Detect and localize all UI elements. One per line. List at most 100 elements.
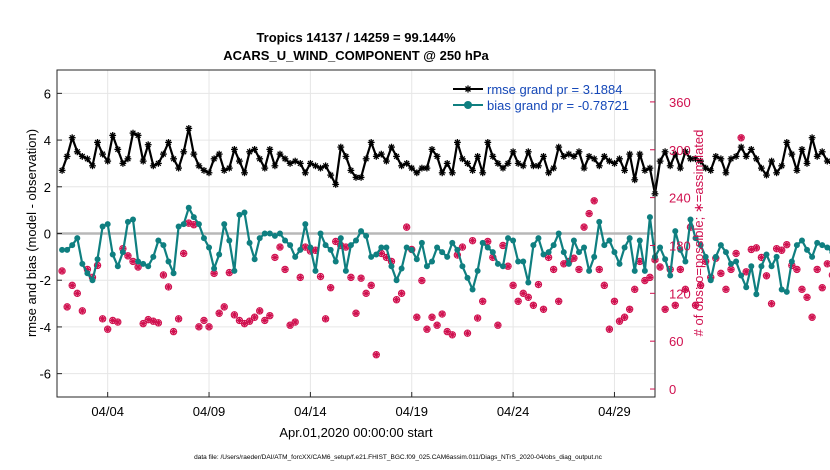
- rmse-point-stroke: [647, 165, 653, 171]
- rmse-point: [616, 155, 623, 163]
- obs-assimilated-point: [824, 260, 830, 267]
- obs-assimilated-point: [449, 331, 456, 338]
- bias-point: [768, 263, 775, 270]
- rmse-point-stroke: [778, 162, 785, 169]
- rmse-point-stroke: [702, 165, 709, 171]
- rmse-point: [210, 155, 218, 163]
- obs-assimilated-point-stroke: [662, 306, 668, 312]
- obs-assimilated-point-stroke: [500, 242, 506, 249]
- obs-assimilated-point: [190, 221, 197, 228]
- obs-assimilated-point-stroke: [246, 318, 253, 324]
- rmse-point-stroke: [282, 155, 288, 162]
- rmse-point-stroke: [185, 125, 192, 132]
- rmse-point-stroke: [631, 176, 638, 183]
- obs-assimilated-point-stroke: [626, 306, 633, 312]
- obs-assimilated-point-stroke: [510, 282, 516, 289]
- rmse-point: [58, 167, 66, 174]
- bias-point: [170, 270, 177, 277]
- rmse-point: [114, 146, 122, 153]
- rmse-point: [73, 148, 81, 156]
- obs-assimilated-point: [814, 266, 821, 273]
- rmse-point-stroke: [728, 155, 734, 162]
- rmse-point: [763, 171, 770, 179]
- rmse-point: [783, 139, 791, 146]
- rmse-point: [464, 160, 471, 167]
- rmse-point-stroke: [505, 160, 511, 167]
- legend: rmse grand pr = 3.1884 bias grand pr = -…: [453, 82, 629, 113]
- rmse-point-stroke: [657, 158, 663, 164]
- rmse-point: [99, 150, 106, 158]
- rmse-point-stroke: [672, 151, 679, 157]
- rmse-point: [377, 150, 385, 158]
- bias-point: [276, 230, 283, 237]
- x-tick-label: 04/29: [598, 404, 631, 419]
- rmse-point-stroke: [692, 155, 699, 162]
- obs-assimilated-point: [231, 311, 238, 319]
- bias-point: [748, 263, 755, 270]
- obs-assimilated-point: [444, 328, 451, 335]
- rmse-point-stroke: [403, 160, 410, 167]
- rmse-point: [697, 157, 704, 165]
- rmse-point-stroke: [135, 132, 141, 139]
- rmse-point: [707, 167, 715, 174]
- obs-assimilated-point: [378, 250, 385, 257]
- obs-assimilated-point: [464, 330, 471, 337]
- obs-assimilated-point: [697, 282, 704, 289]
- obs-assimilated-point-stroke: [292, 319, 298, 325]
- rmse-point-stroke: [378, 151, 385, 157]
- rmse-point: [403, 160, 411, 167]
- obs-assimilated-point: [271, 254, 279, 261]
- obs-assimilated-point: [74, 290, 81, 297]
- bias-point: [621, 244, 628, 251]
- rmse-point-stroke: [408, 165, 415, 171]
- obs-assimilated-point: [661, 306, 669, 313]
- x-axis-label: Apr.01,2020 00:00:00 start: [279, 425, 433, 440]
- rmse-point: [175, 164, 182, 172]
- bias-point: [738, 272, 745, 279]
- obs-assimilated-point-stroke: [398, 290, 405, 297]
- obs-assimilated-point-stroke: [778, 247, 785, 253]
- rmse-point: [565, 150, 573, 158]
- obs-assimilated-point: [322, 315, 329, 322]
- bias-point: [79, 260, 86, 267]
- obs-assimilated-point-stroke: [672, 302, 678, 308]
- obs-assimilated-point: [368, 282, 375, 289]
- rmse-point: [454, 139, 461, 146]
- obs-assimilated-point-stroke: [312, 247, 319, 253]
- rmse-point: [560, 153, 568, 160]
- bias-point: [185, 204, 192, 211]
- obs-assimilated-point-stroke: [697, 282, 704, 289]
- rmse-point: [383, 157, 390, 165]
- chart-title-line2: ACARS_U_WIND_COMPONENT @ 250 hPa: [223, 48, 489, 63]
- obs-assimilated-point: [99, 315, 106, 322]
- bias-point: [211, 265, 218, 272]
- rmse-point: [160, 150, 167, 158]
- obs-assimilated-point: [591, 197, 598, 204]
- obs-assimilated-point: [616, 318, 623, 325]
- rmse-point: [575, 148, 583, 156]
- bias-point: [119, 249, 126, 256]
- obs-assimilated-point: [494, 322, 502, 329]
- rmse-point-stroke: [723, 169, 729, 176]
- rmse-point: [803, 160, 811, 167]
- rmse-point: [687, 155, 694, 163]
- rmse-point-stroke: [697, 158, 704, 164]
- obs-assimilated-point-stroke: [824, 261, 830, 267]
- obs-assimilated-point-stroke: [206, 324, 212, 330]
- rmse-point-stroke: [469, 167, 476, 174]
- bias-point: [216, 251, 223, 258]
- rmse-point-stroke: [89, 162, 96, 169]
- rmse-point: [225, 164, 233, 172]
- obs-assimilated-point: [641, 277, 649, 284]
- bias-point: [530, 242, 537, 249]
- bias-point: [114, 263, 121, 270]
- obs-assimilated-point: [631, 286, 638, 293]
- obs-assimilated-point: [819, 284, 826, 291]
- bias-point: [140, 260, 147, 267]
- rmse-point-stroke: [140, 158, 147, 164]
- rmse-point: [778, 162, 786, 170]
- bias-point: [256, 235, 263, 242]
- rmse-point-stroke: [586, 153, 592, 160]
- rmse-point: [712, 153, 720, 160]
- rmse-point: [479, 169, 487, 177]
